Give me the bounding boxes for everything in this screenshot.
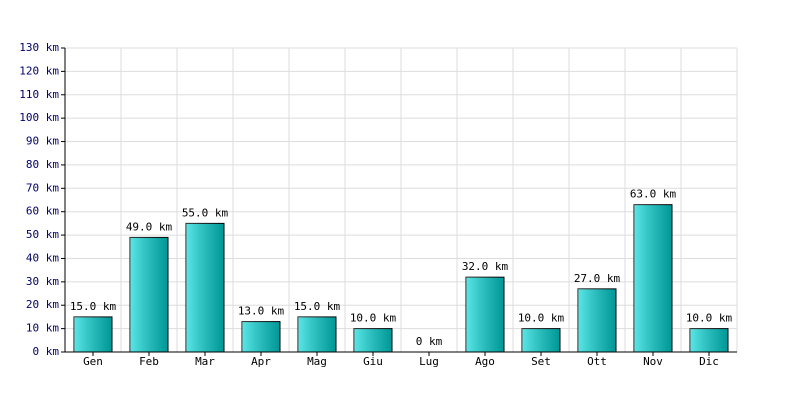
- y-tick-label: 50 km: [26, 228, 59, 241]
- x-tick-label: Set: [531, 355, 551, 368]
- y-tick-label: 80 km: [26, 158, 59, 171]
- bar-shade: [522, 328, 560, 352]
- bar-shade: [130, 237, 168, 352]
- x-tick-label: Gen: [83, 355, 103, 368]
- y-tick-label: 120 km: [19, 64, 59, 77]
- y-tick-label: 70 km: [26, 181, 59, 194]
- bar-shade: [298, 316, 336, 352]
- value-label: 15.0 km: [70, 300, 117, 313]
- y-tick-label: 30 km: [26, 275, 59, 288]
- bar-shade: [578, 288, 616, 352]
- y-tick-label: 130 km: [19, 41, 59, 54]
- bar-shade: [242, 321, 280, 352]
- y-tick-label: 60 km: [26, 205, 59, 218]
- y-tick-label: 20 km: [26, 298, 59, 311]
- value-label: 63.0 km: [630, 188, 677, 201]
- x-tick-label: Ago: [475, 355, 495, 368]
- y-tick-label: 40 km: [26, 251, 59, 264]
- bar-shade: [690, 328, 728, 352]
- value-label: 13.0 km: [238, 305, 285, 318]
- bar-shade: [354, 328, 392, 352]
- x-tick-label: Mag: [307, 355, 327, 368]
- bar-shade: [634, 204, 672, 352]
- x-tick-label: Giu: [363, 355, 383, 368]
- value-label: 55.0 km: [182, 206, 229, 219]
- value-label: 32.0 km: [462, 260, 509, 273]
- y-tick-label: 10 km: [26, 322, 59, 335]
- value-label: 27.0 km: [574, 272, 621, 285]
- value-label: 0 km: [416, 335, 443, 348]
- x-tick-label: Apr: [251, 355, 271, 368]
- value-label: 10.0 km: [686, 312, 733, 325]
- x-tick-label: Feb: [139, 355, 159, 368]
- y-tick-label: 100 km: [19, 111, 59, 124]
- value-label: 10.0 km: [350, 312, 397, 325]
- x-tick-label: Nov: [643, 355, 663, 368]
- x-tick-label: Ott: [587, 355, 607, 368]
- value-label: 49.0 km: [126, 220, 173, 233]
- value-label: 10.0 km: [518, 312, 565, 325]
- bar-shade: [186, 223, 224, 352]
- x-tick-label: Mar: [195, 355, 215, 368]
- x-tick-label: Dic: [699, 355, 719, 368]
- value-label: 15.0 km: [294, 300, 341, 313]
- y-tick-label: 110 km: [19, 88, 59, 101]
- bar-shade: [466, 277, 504, 352]
- y-tick-label: 0 km: [33, 345, 60, 358]
- bar-shade: [74, 316, 112, 352]
- x-tick-label: Lug: [419, 355, 439, 368]
- y-tick-label: 90 km: [26, 135, 59, 148]
